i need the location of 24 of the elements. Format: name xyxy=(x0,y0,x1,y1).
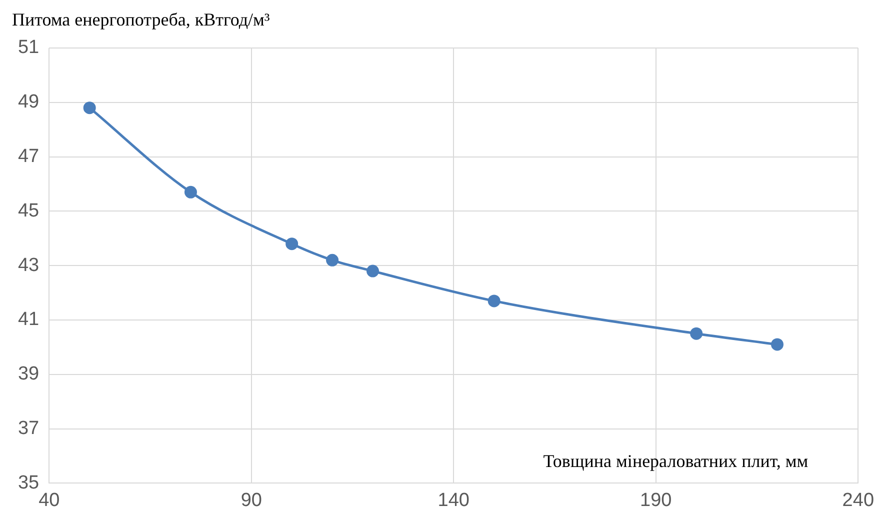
y-tick-label: 49 xyxy=(18,92,40,113)
y-axis-title: Питома енергопотреба, кВтгод/м³ xyxy=(12,10,270,30)
point xyxy=(286,238,298,250)
x-tick-label: 140 xyxy=(438,490,470,511)
point xyxy=(690,327,703,340)
x-tick-label: 90 xyxy=(240,490,262,511)
point xyxy=(184,186,197,198)
x-tick-label: 40 xyxy=(38,490,60,511)
point xyxy=(488,294,500,308)
y-tick-label: 39 xyxy=(18,364,40,385)
y-tick-label: 41 xyxy=(18,309,40,330)
y-tick-label: 45 xyxy=(18,200,40,222)
x-tick-label: 240 xyxy=(842,490,874,511)
y-tick-label: 37 xyxy=(18,418,40,440)
x-tick-label: 190 xyxy=(640,490,672,511)
point xyxy=(771,338,784,351)
point xyxy=(366,264,379,278)
point xyxy=(326,254,339,266)
x-axis-title: Товщина мінераловатних плит, мм xyxy=(543,450,808,471)
point xyxy=(83,102,96,114)
y-tick-label: 35 xyxy=(18,472,40,494)
y-tick-label: 43 xyxy=(18,254,40,276)
y-tick-label: 47 xyxy=(18,146,40,168)
y-tick-label: 51 xyxy=(18,37,40,58)
